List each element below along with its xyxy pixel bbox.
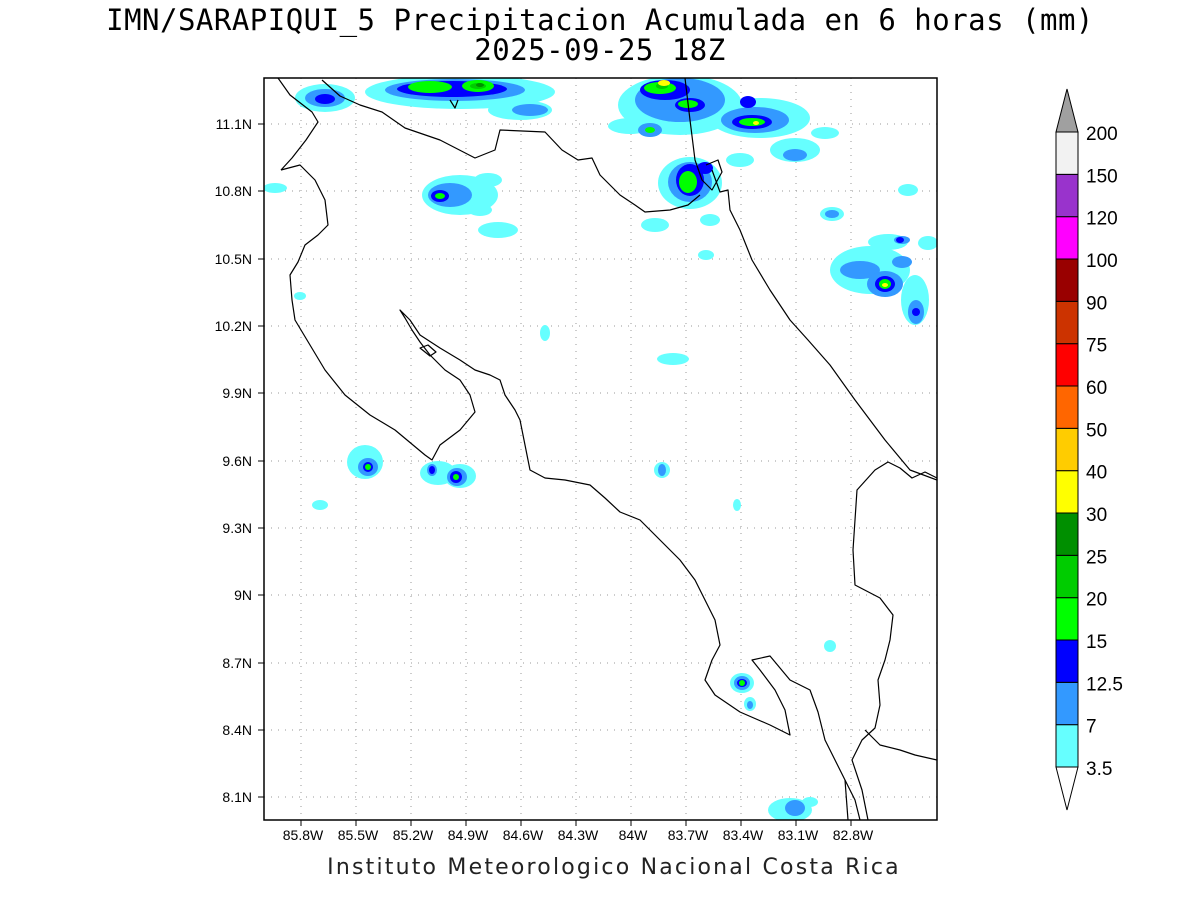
colorbar-box xyxy=(1055,639,1079,683)
colorbar-box xyxy=(1055,681,1079,726)
colorbar-label: 15 xyxy=(1086,632,1107,653)
colorbar-box xyxy=(1055,512,1079,556)
colorbar-box xyxy=(1055,427,1079,472)
lat-tick-label: 8.1N xyxy=(222,789,252,805)
lat-tick-label: 8.7N xyxy=(222,655,252,671)
colorbar-box xyxy=(1055,131,1079,175)
lat-tick-label: 8.4N xyxy=(222,722,252,738)
colorbar-box xyxy=(1055,554,1079,599)
precipitation-shading xyxy=(264,78,937,820)
lat-tick-label: 11.1N xyxy=(216,116,252,132)
colorbar-label: 7 xyxy=(1086,717,1097,738)
colorbar: 3.5 7 12.5 15 20 25 30 40 50 60 75 90 100 120 150 200 xyxy=(1055,88,1123,811)
map-title: IMN/SARAPIQUI_5 Precipitacion Acumulada … xyxy=(106,3,1094,37)
lat-tick-label: 10.2N xyxy=(215,318,252,334)
coastlines xyxy=(277,78,937,820)
colorbar-box xyxy=(1055,385,1079,429)
colorbar-upper-arrow xyxy=(1055,88,1079,133)
lat-tick-label: 9.9N xyxy=(222,385,252,401)
lon-tick-label: 83.1W xyxy=(778,827,819,843)
lon-tick-label: 84W xyxy=(619,827,649,843)
colorbar-box xyxy=(1055,258,1079,302)
colorbar-label: 150 xyxy=(1086,166,1118,187)
lat-tick-label: 10.8N xyxy=(215,183,252,199)
colorbar-label: 25 xyxy=(1086,547,1107,568)
colorbar-box xyxy=(1055,343,1079,387)
lon-tick-label: 84.3W xyxy=(558,827,599,843)
longitude-axis: 85.8W 85.5W 85.2W 84.9W 84.6W 84.3W 84W 83.7W 83… xyxy=(283,820,874,843)
colorbar-box xyxy=(1055,597,1079,641)
colorbar-box xyxy=(1055,470,1079,514)
colorbar-label: 20 xyxy=(1086,590,1107,611)
lon-tick-label: 84.6W xyxy=(503,827,544,843)
colorbar-box xyxy=(1055,724,1079,768)
lon-tick-label: 83.7W xyxy=(668,827,709,843)
colorbar-label: 3.5 xyxy=(1086,759,1112,780)
colorbar-label: 40 xyxy=(1086,463,1107,484)
colorbar-label: 75 xyxy=(1086,336,1107,357)
colorbar-label: 30 xyxy=(1086,505,1107,526)
lon-tick-label: 85.8W xyxy=(283,827,324,843)
colorbar-box xyxy=(1055,216,1079,260)
colorbar-label: 60 xyxy=(1086,378,1107,399)
colorbar-box xyxy=(1055,173,1079,218)
lat-tick-label: 9N xyxy=(234,587,252,603)
lon-tick-label: 84.9W xyxy=(448,827,489,843)
lon-tick-label: 83.4W xyxy=(723,827,764,843)
colorbar-label: 90 xyxy=(1086,293,1107,314)
colorbar-label: 200 xyxy=(1086,124,1118,145)
colorbar-lower-arrow xyxy=(1055,766,1079,811)
colorbar-box xyxy=(1055,300,1079,345)
lon-tick-label: 85.5W xyxy=(338,827,379,843)
colorbar-label: 12.5 xyxy=(1086,674,1123,695)
map-subtitle-datetime: 2025-09-25 18Z xyxy=(474,33,726,67)
lat-tick-label: 9.3N xyxy=(222,520,252,536)
colorbar-label: 50 xyxy=(1086,420,1107,441)
colorbar-label: 120 xyxy=(1086,209,1118,230)
colorbar-label: 100 xyxy=(1086,251,1118,272)
lat-tick-label: 10.5N xyxy=(215,251,252,267)
plot-frame xyxy=(263,77,938,821)
credit-text: Instituto Meteorologico Nacional Costa R… xyxy=(327,855,901,880)
lon-tick-label: 85.2W xyxy=(393,827,434,843)
lon-tick-label: 82.8W xyxy=(833,827,874,843)
lat-tick-label: 9.6N xyxy=(222,453,252,469)
latitude-axis: 11.1N 10.8N 10.5N 10.2N 9.9N 9.6N 9.3N 9N 8.7N 8.… xyxy=(215,116,264,805)
